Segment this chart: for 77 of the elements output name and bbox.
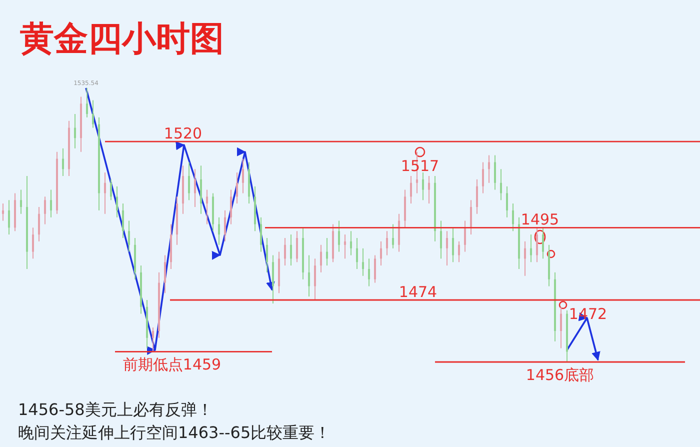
candlestick [290,234,292,266]
candlestick [296,230,298,263]
candlestick [416,151,418,194]
text: 1456-58美元上必有反弹！ [18,400,213,419]
candlestick [62,148,64,176]
candlestick [446,230,448,266]
candlestick [206,189,208,225]
chart-title: 黄金四小时图 [20,19,224,59]
candlestick [482,162,484,194]
candlestick [326,237,328,266]
candlestick [38,206,40,242]
candlestick [560,306,562,349]
candlestick [464,220,466,252]
ref-line-label: 1520 [164,124,202,143]
candlestick [536,227,538,263]
candlestick [380,240,382,266]
candlestick [440,220,442,260]
candlestick [374,254,376,284]
candlestick [218,216,220,246]
candlestick [344,234,346,260]
candlestick [368,258,370,287]
ref-line-label: 1474 [398,282,438,301]
candlestick [266,237,268,273]
candlestick [488,154,490,184]
candlestick [506,186,508,218]
candlestick [104,172,106,214]
candlestick [2,203,4,222]
candlestick [308,254,310,298]
candlestick [194,168,196,208]
candlestick [188,162,190,201]
candlestick [122,203,124,238]
text: 晚间关注延伸上行空间1463--65比较重要！ [18,423,331,442]
candlestick [164,254,166,294]
candlestick [500,168,502,201]
candlestick [530,234,532,263]
candlestick [74,113,76,149]
candlestick [92,100,94,128]
candlestick [236,172,238,204]
candlestick [44,196,46,225]
candlestick [350,230,352,256]
candlestick [224,210,226,242]
candlestick [542,227,544,260]
candlestick [320,244,322,273]
candlestick [32,227,34,260]
candlestick [428,175,430,204]
candlestick [356,237,358,270]
candlestick [476,178,478,214]
candlestick [8,200,10,236]
candlestick [410,175,412,204]
candlestick [362,248,364,276]
candlestick [314,258,316,300]
annotation: 1472 [568,305,608,323]
candlestick [230,189,232,225]
candlestick [422,172,424,201]
candlestick [452,227,454,263]
candlestick [260,216,262,252]
candlestick [338,220,340,252]
candlestick [152,327,154,352]
candlestick [86,88,88,118]
candlestick [128,220,130,252]
ref-line-label: 1495 [520,210,560,229]
candlestick [494,154,496,190]
ref-line-label: 前期低点1459 [122,356,222,374]
candlestick [524,240,526,276]
candlestick [386,230,388,256]
candlestick [110,178,112,201]
candlestick [20,189,22,214]
ref-line-label: 1456底部 [526,366,594,384]
candlestick [458,240,460,263]
candlestick [392,224,394,249]
candlestick [470,200,472,236]
candlestick [242,158,244,194]
candlestick [116,186,118,218]
candlestick [512,203,514,232]
annotation: 1517 [400,156,440,175]
candlestick [284,237,286,266]
candlestick [50,189,52,218]
